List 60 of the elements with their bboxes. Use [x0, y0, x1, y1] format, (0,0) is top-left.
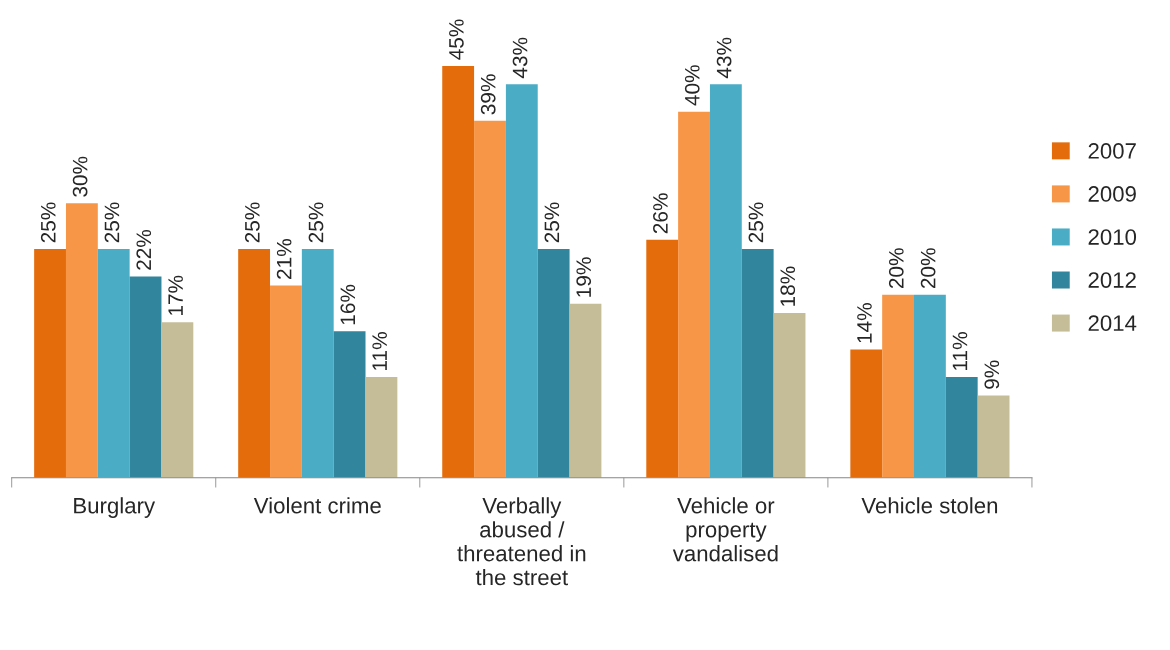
bar [945, 377, 978, 478]
bar [129, 276, 162, 478]
data-label: 40% [684, 65, 700, 106]
x-tick-label: Violent crime [253, 497, 381, 514]
data-label: 39% [480, 74, 496, 115]
bar [914, 294, 946, 478]
data-label: 26% [653, 193, 668, 234]
bar [333, 331, 366, 478]
bar [65, 203, 98, 478]
data-label: 25% [104, 202, 120, 243]
data-label: 14% [857, 303, 872, 343]
data-label: 25% [40, 202, 56, 243]
data-label: 43% [716, 37, 732, 79]
data-label: 21% [276, 239, 292, 279]
bar [646, 239, 679, 478]
legend-label: 2007 [1088, 143, 1136, 159]
bar [537, 248, 570, 478]
bar [741, 248, 774, 478]
x-tick-label: Vehicle stolen [861, 497, 998, 514]
bar [977, 395, 1010, 478]
data-label: 25% [308, 202, 324, 243]
bar [569, 303, 602, 478]
bar [773, 313, 806, 478]
data-label: 11% [372, 332, 387, 370]
x-tick-label: Verbally abused / threatened in the street [457, 497, 586, 586]
data-label: 16% [340, 284, 356, 325]
data-label: 17% [168, 275, 183, 316]
bar [709, 84, 742, 478]
data-label: 25% [748, 202, 764, 243]
bar [474, 120, 506, 478]
x-tick-label: Vehicle or property vandalised [672, 497, 778, 562]
data-label: 11% [952, 332, 968, 370]
legend-label: 2012 [1088, 272, 1136, 288]
bar [270, 285, 302, 478]
bar [505, 84, 538, 478]
legend-label: 2009 [1088, 186, 1136, 202]
data-label: 19% [576, 257, 592, 297]
data-label: 30% [72, 156, 88, 197]
bar [882, 294, 914, 478]
bar [850, 349, 883, 478]
bar [97, 248, 130, 478]
data-label: 20% [888, 248, 904, 289]
data-label: 9% [984, 360, 1000, 389]
data-label: 25% [244, 202, 260, 243]
bar [678, 111, 710, 478]
x-tick-label: Burglary [74, 497, 156, 518]
bar [442, 65, 475, 478]
data-label: 20% [920, 248, 936, 289]
data-label: 22% [136, 229, 152, 270]
bar [238, 248, 271, 478]
bar [301, 248, 334, 478]
data-label: 43% [512, 37, 528, 79]
data-label: 18% [780, 266, 796, 306]
legend-label: 2014 [1088, 315, 1137, 332]
data-label: 45% [449, 19, 464, 60]
bar [34, 248, 66, 478]
bar [161, 322, 194, 478]
bar [365, 377, 398, 478]
data-label: 25% [544, 202, 560, 243]
legend-label: 2010 [1088, 229, 1137, 245]
